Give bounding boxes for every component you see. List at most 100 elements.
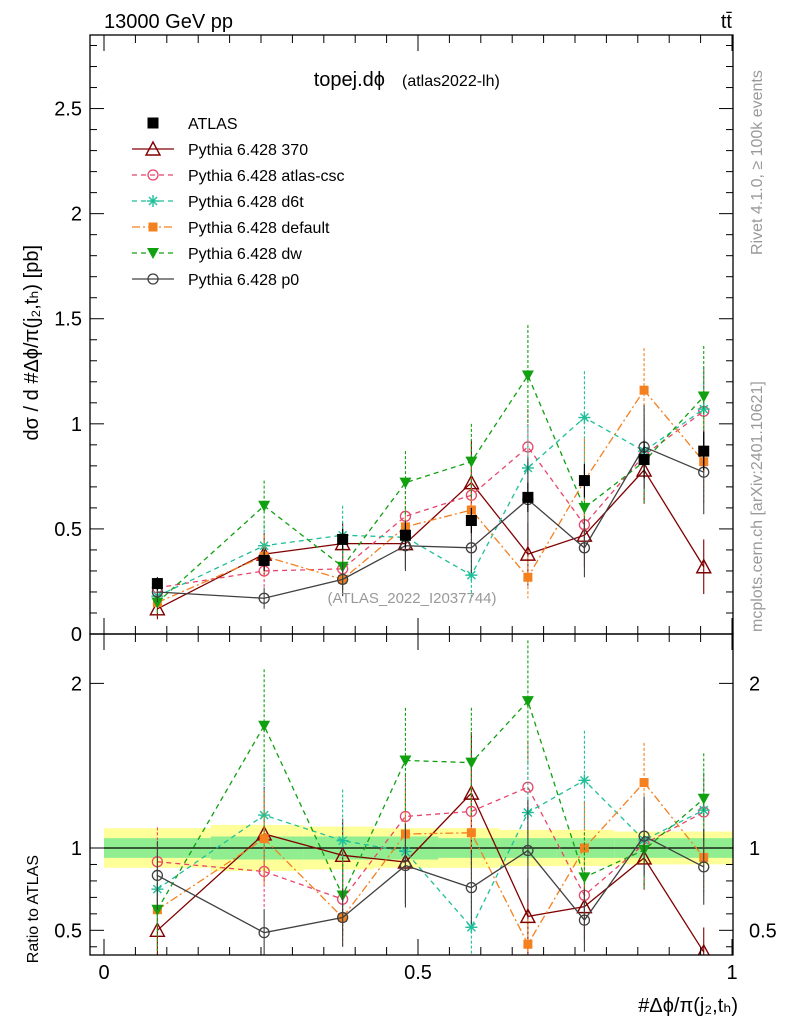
series-3-main-line <box>157 389 705 604</box>
series-2-main-line <box>157 408 705 597</box>
series-4-ratio-point <box>151 904 164 916</box>
series-5-ratio-point <box>522 844 534 857</box>
series-5-ratio-point <box>638 830 650 842</box>
legend-marker-data <box>147 117 159 129</box>
ratio-y-tick-label-right: 1 <box>749 838 760 860</box>
legend-entry-series: Pythia 6.428 370 <box>132 140 308 159</box>
series-3-main-point <box>523 572 533 582</box>
series-1-ratio-line <box>157 786 705 900</box>
data-point <box>151 578 163 590</box>
series-5-main-point <box>578 542 591 554</box>
legend-entry-series: Pythia 6.428 d6t <box>132 194 304 211</box>
series-5-main-point <box>336 573 349 586</box>
series-2-main-point-stroke <box>466 570 476 580</box>
energy-label: 13000 GeV pp <box>104 11 233 33</box>
legend-marker-series <box>147 273 159 285</box>
series-2-main-point-stroke <box>699 404 709 414</box>
series-5-main-point <box>258 592 270 604</box>
ratio-y-tick-label-left: 0.5 <box>54 920 82 942</box>
x-axis-label: #Δϕ/π(j₂,tₕ) <box>638 995 738 1017</box>
legend-entry-series: Pythia 6.428 dw <box>132 246 302 263</box>
main-panel-marks <box>149 325 712 620</box>
series-4-main-point <box>697 391 710 403</box>
ratio-y-tick-label-right: 0.5 <box>749 920 777 942</box>
data-point <box>578 475 590 487</box>
series-4-main-point <box>151 597 164 609</box>
legend-marker-series <box>144 140 162 156</box>
series-2-ratio-point <box>578 774 591 787</box>
x-tick-label: 0.5 <box>404 962 432 984</box>
series-2-main-point <box>578 411 591 424</box>
ratio-y-tick-label-right: 2 <box>749 673 760 695</box>
main-y-tick-label: 0.5 <box>54 519 82 541</box>
data-point <box>522 491 534 503</box>
series-3-ratio-point <box>466 828 476 838</box>
series-4-ratio-line <box>156 699 705 911</box>
ratio-y-tick-label-left: 1 <box>71 838 82 860</box>
series-3-ratio-line <box>157 781 705 946</box>
legend-marker-series <box>147 195 159 207</box>
data-point <box>638 454 650 466</box>
series-1-ratio-point <box>465 805 478 818</box>
series-4-ratio-point <box>521 696 534 708</box>
main-y-tick-label: 1.5 <box>54 309 82 331</box>
main-y-tick-label: 0 <box>71 624 82 646</box>
series-4-ratio-point <box>465 757 478 769</box>
legend-entry-series: Pythia 6.428 atlas-csc <box>132 168 345 185</box>
main-y-axis-label: dσ / d #Δϕ/π(j₂,tₕ) [pb] <box>21 245 43 441</box>
x-tick-label: 1 <box>726 962 737 984</box>
process-label: tt̄ <box>721 11 733 33</box>
series-2-main-point <box>697 403 710 416</box>
legend-label-series: Pythia 6.428 d6t <box>188 194 304 211</box>
legend-marker-series <box>148 222 158 232</box>
series-4-ratio-point <box>578 872 591 884</box>
series-0-ratio-point <box>519 907 537 924</box>
series-5-main-line <box>157 446 704 599</box>
main-y-tick-label: 2.5 <box>54 99 82 121</box>
series-5-main-point <box>465 542 478 554</box>
rivet-version-label: Rivet 4.1.0, ≥ 100k events <box>749 70 766 255</box>
main-y-tick-label: 2 <box>71 204 82 226</box>
series-5-ratio-point <box>578 914 591 926</box>
series-1-ratio-point <box>258 865 270 878</box>
legend-label-series: Pythia 6.428 370 <box>188 142 308 159</box>
series-2-main-point-stroke <box>579 413 589 423</box>
series-4-main-point <box>521 370 534 382</box>
series-2-ratio-point-stroke <box>466 922 476 932</box>
ratio-y-tick-label-left: 2 <box>71 673 82 695</box>
series-5-ratio-point <box>698 861 710 873</box>
series-2-ratio-point-stroke <box>259 810 269 820</box>
chart-title-tag: (atlas2022-lh) <box>402 73 500 90</box>
analysis-watermark: (ATLAS_2022_I2037744) <box>327 590 496 607</box>
legend-entry-series: Pythia 6.428 default <box>132 220 330 237</box>
series-4-main-point <box>258 500 271 512</box>
legend-marker-series <box>147 248 159 259</box>
legend-label-series: Pythia 6.428 p0 <box>188 272 299 289</box>
chart-title: topej.dϕ <box>314 69 385 91</box>
data-point <box>258 554 270 566</box>
legend-label-data: ATLAS <box>188 116 238 133</box>
ratio-y-axis-label: Ratio to ATLAS <box>25 855 42 963</box>
series-4-main-line <box>156 374 705 603</box>
series-2-ratio-point <box>336 834 349 847</box>
legend-label-series: Pythia 6.428 atlas-csc <box>188 168 345 185</box>
series-4-main-point <box>399 477 412 489</box>
series-5-ratio-point <box>465 881 478 894</box>
series-3-ratio-point <box>259 834 269 844</box>
legend-entry-data: ATLAS <box>147 116 238 133</box>
series-0-main-point <box>519 545 537 561</box>
series-5-ratio-point <box>258 927 270 939</box>
legend-label-series: Pythia 6.428 default <box>188 220 330 237</box>
series-5-ratio-point <box>399 859 412 872</box>
main-panel-frame <box>89 34 734 635</box>
series-1-main-line <box>157 410 705 589</box>
series-0-main-point <box>149 600 166 616</box>
ratio-panel-marks <box>104 640 733 955</box>
data-point <box>698 445 710 457</box>
mcplots-reference-label: mcplots.cern.ch [arXiv:2401.10621] <box>749 381 766 632</box>
series-4-main-point <box>465 456 478 468</box>
data-point <box>465 515 477 527</box>
data-point <box>337 533 349 545</box>
